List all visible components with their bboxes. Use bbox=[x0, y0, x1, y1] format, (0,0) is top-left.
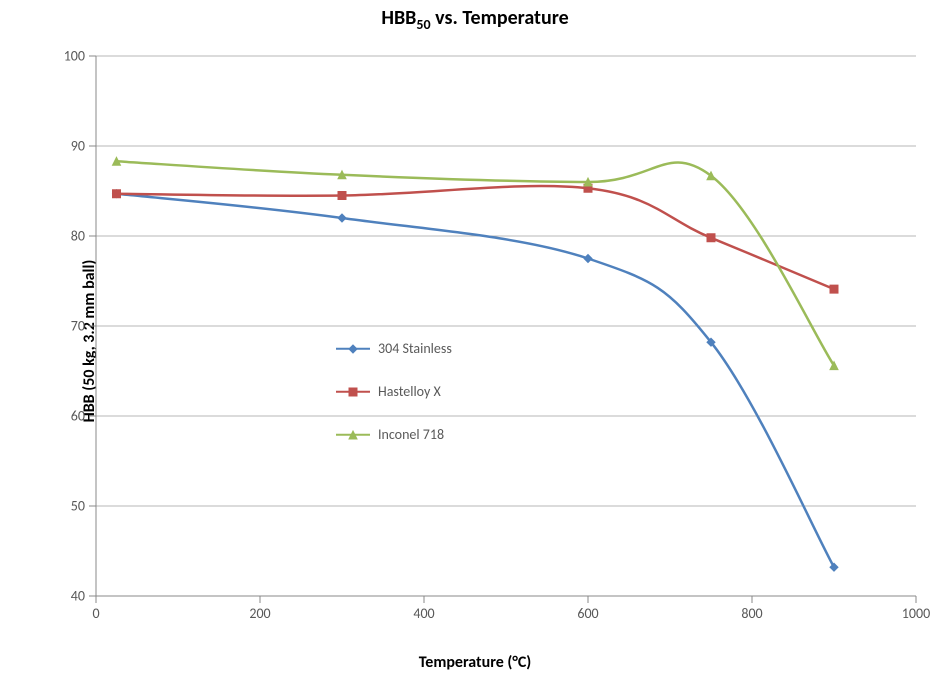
data-marker bbox=[338, 214, 346, 222]
data-marker bbox=[338, 192, 346, 200]
legend-swatch bbox=[336, 384, 370, 400]
x-tick-label: 200 bbox=[249, 605, 270, 622]
data-marker bbox=[113, 190, 121, 198]
y-tick-label: 70 bbox=[71, 318, 85, 335]
chart-title-post: vs. Temperature bbox=[431, 6, 569, 30]
chart-title: HBB50 vs. Temperature bbox=[0, 8, 950, 32]
legend-label: Hastelloy X bbox=[378, 383, 441, 400]
chart-title-sub: 50 bbox=[416, 16, 430, 33]
x-tick-label: 0 bbox=[92, 605, 99, 622]
x-tick-label: 1000 bbox=[902, 605, 930, 622]
legend-swatch bbox=[336, 341, 370, 357]
y-tick-label: 40 bbox=[71, 588, 85, 605]
chart-container: HBB50 vs. Temperature HBB (50 kg, 3.2 mm… bbox=[0, 0, 950, 682]
x-tick-label: 400 bbox=[413, 605, 434, 622]
x-tick-label: 600 bbox=[577, 605, 598, 622]
y-tick-label: 90 bbox=[71, 138, 85, 155]
series-line bbox=[117, 194, 835, 568]
plot-area bbox=[96, 56, 916, 596]
legend-item: Inconel 718 bbox=[336, 426, 452, 443]
legend-item: 304 Stainless bbox=[336, 340, 452, 357]
legend: 304 Stainless Hastelloy X Inconel 718 bbox=[336, 340, 452, 469]
series-line bbox=[117, 161, 835, 365]
data-marker bbox=[584, 255, 592, 263]
y-tick-label: 80 bbox=[71, 228, 85, 245]
y-tick-label: 100 bbox=[64, 48, 85, 65]
legend-swatch bbox=[336, 427, 370, 443]
chart-title-pre: HBB bbox=[381, 6, 416, 30]
legend-label: Inconel 718 bbox=[378, 426, 444, 443]
x-tick-label: 800 bbox=[741, 605, 762, 622]
y-tick-label: 60 bbox=[71, 408, 85, 425]
legend-item: Hastelloy X bbox=[336, 383, 452, 400]
data-marker bbox=[830, 285, 838, 293]
legend-label: 304 Stainless bbox=[378, 340, 452, 357]
data-marker bbox=[707, 234, 715, 242]
y-tick-label: 50 bbox=[71, 498, 85, 515]
x-axis-label: Temperature (°C) bbox=[0, 653, 950, 672]
series-line bbox=[117, 186, 835, 289]
